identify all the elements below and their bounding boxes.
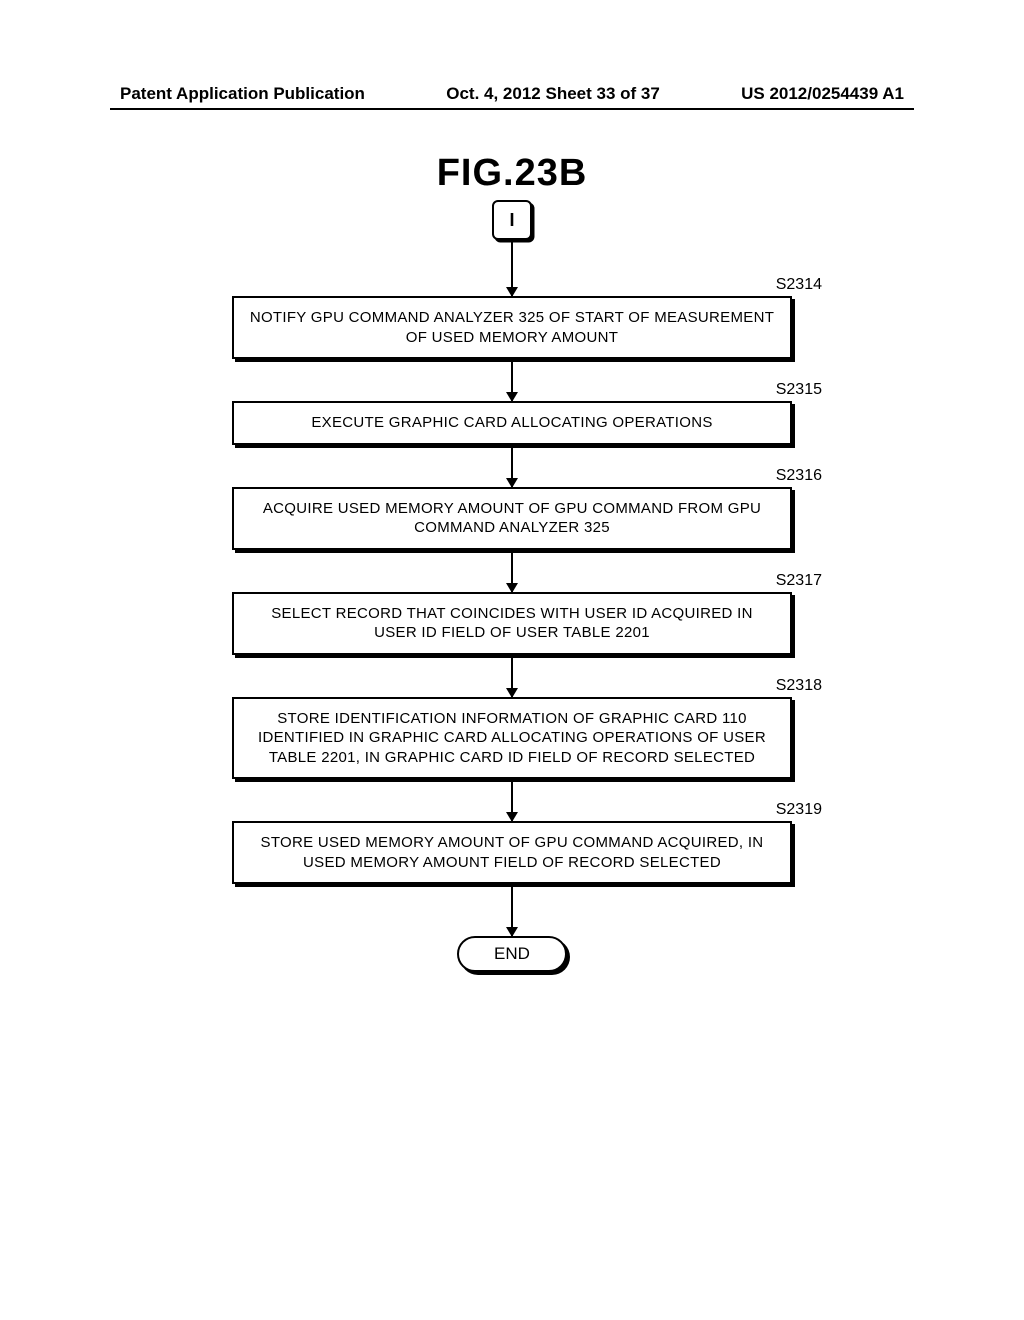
end-node: END xyxy=(457,936,567,972)
arrow xyxy=(511,240,513,296)
step-text: ACQUIRE USED MEMORY AMOUNT OF GPU COMMAN… xyxy=(263,500,761,537)
step-text: STORE IDENTIFICATION INFORMATION OF GRAP… xyxy=(258,710,766,766)
flowchart-step: SELECT RECORD THAT COINCIDES WITH USER I… xyxy=(232,592,792,655)
step-id: S2314 xyxy=(776,276,822,294)
flowchart-step: EXECUTE GRAPHIC CARD ALLOCATING OPERATIO… xyxy=(232,401,792,445)
arrow xyxy=(511,359,513,401)
arrow xyxy=(511,550,513,592)
figure-title: FIG.23B xyxy=(437,152,588,195)
connector-node: I xyxy=(492,200,532,240)
flowchart-step: NOTIFY GPU COMMAND ANALYZER 325 OF START… xyxy=(232,296,792,359)
arrow xyxy=(511,779,513,821)
flowchart-step: STORE USED MEMORY AMOUNT OF GPU COMMAND … xyxy=(232,821,792,884)
step-text: EXECUTE GRAPHIC CARD ALLOCATING OPERATIO… xyxy=(311,414,712,431)
flowchart-step: STORE IDENTIFICATION INFORMATION OF GRAP… xyxy=(232,697,792,780)
step-id: S2318 xyxy=(776,677,822,695)
header-left: Patent Application Publication xyxy=(120,84,365,104)
header-rule xyxy=(110,108,914,110)
step-text: STORE USED MEMORY AMOUNT OF GPU COMMAND … xyxy=(261,834,764,871)
step-id: S2316 xyxy=(776,467,822,485)
page-header: Patent Application Publication Oct. 4, 2… xyxy=(0,84,1024,104)
step-text: NOTIFY GPU COMMAND ANALYZER 325 OF START… xyxy=(250,309,774,346)
step-id: S2319 xyxy=(776,801,822,819)
step-id: S2315 xyxy=(776,381,822,399)
header-right: US 2012/0254439 A1 xyxy=(741,84,904,104)
header-center: Oct. 4, 2012 Sheet 33 of 37 xyxy=(446,84,660,104)
arrow xyxy=(511,884,513,936)
connector-label: I xyxy=(509,210,514,231)
arrow xyxy=(511,655,513,697)
flowchart-step: ACQUIRE USED MEMORY AMOUNT OF GPU COMMAN… xyxy=(232,487,792,550)
arrow xyxy=(511,445,513,487)
end-label: END xyxy=(494,944,530,963)
step-id: S2317 xyxy=(776,572,822,590)
flowchart: I S2314 NOTIFY GPU COMMAND ANALYZER 325 … xyxy=(232,200,792,972)
step-text: SELECT RECORD THAT COINCIDES WITH USER I… xyxy=(271,605,753,642)
